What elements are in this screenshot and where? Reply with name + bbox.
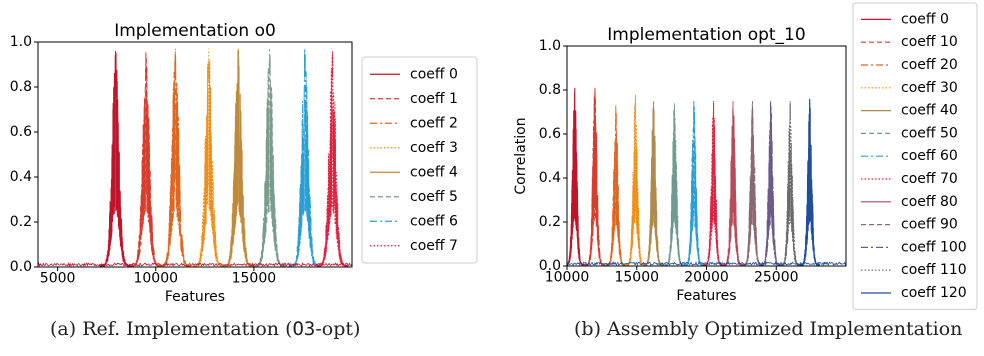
x-tick-label: 15000 [614,270,659,286]
y-tick-label: 0.2 [10,214,32,230]
caption-left-code: O3 [292,318,316,340]
plot-frame [37,41,353,268]
y-tick-label: 0.0 [10,259,32,275]
legend-label: coeff 80 [901,194,958,210]
series-line-coeff-3 [192,48,225,267]
series-line-coeff-2 [159,48,192,267]
x-tick-label: 5000 [40,271,76,287]
series-line-coeff-6 [288,48,322,267]
chart-implementation-opt10: 10000 15000 20000 25000 0.0 0.2 0.4 0.6 0.8 1.0 Im… [513,2,978,310]
legend-label: coeff 100 [901,239,967,255]
series-line-coeff-7 [316,51,349,267]
x-tick-label: 20000 [684,270,729,286]
plot-frame [566,45,847,267]
chart-title: Implementation opt_10 [607,25,805,45]
legend-box [852,2,978,310]
legend-label: coeff 0 [901,11,949,27]
x-axis-label: Features [676,288,736,304]
series-line-coeff-120 [799,98,820,266]
series-line-coeff-1 [129,50,163,267]
series-line-coeff-5 [253,48,286,267]
legend-label: coeff 30 [901,80,958,96]
y-tick-label: 0.6 [539,126,561,142]
chart-implementation-o0: 5000 10000 15000 0.0 0.2 0.4 0.6 0.8 1.0 Implemen… [10,21,478,305]
series-line-coeff-20 [605,105,627,266]
caption-left-suffix: -opt) [315,318,361,340]
legend-label: coeff 4 [410,164,458,180]
caption-right: (b) Assembly Optimized Implementation [574,318,962,340]
y-tick-label: 0.8 [539,82,561,98]
y-tick-label: 0.4 [10,169,32,185]
legend-label: coeff 10 [901,34,958,50]
series-line-coeff-30 [625,94,646,266]
y-tick-label: 0.2 [539,214,561,230]
caption-right-text: (b) Assembly Optimized Implementation [574,318,963,340]
legend-label: coeff 90 [901,217,958,233]
legend-label: coeff 70 [901,171,958,187]
series-line-coeff-4 [222,48,255,267]
legend-label: coeff 3 [410,140,458,156]
series-line-coeff-80 [722,101,744,266]
x-tick-label: 25000 [754,270,799,286]
series-line-coeff-100 [760,101,781,266]
y-tick-label: 0.6 [10,124,32,140]
series-line-coeff-110 [779,101,801,266]
caption-left: (a) Ref. Implementation (O3-opt) [50,318,360,340]
series-line-coeff-0 [99,50,132,267]
legend-box [361,56,478,264]
y-tick-label: 0.0 [539,258,561,274]
series-line-coeff-60 [683,100,705,266]
series-line-coeff-10 [584,87,606,266]
y-tick-label: 1.0 [539,38,561,54]
legend: coeff 0 coeff 1 coeff 2 coeff 3 coeff 4 coeff… [361,56,478,264]
y-tick-label: 0.8 [10,79,32,95]
legend-label: coeff 20 [901,57,958,73]
legend-label: coeff 120 [901,285,967,301]
legend-label: coeff 50 [901,125,958,141]
caption-left-prefix: (a) Ref. Implementation ( [50,318,293,340]
legend-label: coeff 1 [410,91,458,107]
x-axis-label: Features [165,289,225,305]
y-axis-label: Correlation [513,117,529,194]
series-line-coeff-0 [567,87,585,266]
series-line-coeff-40 [643,101,664,266]
baseline-noise [38,262,352,267]
legend-label: coeff 2 [410,115,458,131]
x-tick-label: 10000 [545,270,590,286]
legend-label: coeff 110 [901,262,967,278]
legend-label: coeff 5 [410,189,458,205]
y-tick-label: 0.4 [539,170,561,186]
legend-label: coeff 6 [410,213,458,229]
legend-label: coeff 40 [901,103,958,119]
y-tick-label: 1.0 [10,34,32,50]
x-tick-label: 10000 [133,271,178,287]
chart-title: Implementation o0 [114,21,276,41]
legend-label: coeff 0 [410,66,458,82]
legend: coeff 0 coeff 10 coeff 20 coeff 30 coeff 40 c… [852,2,978,310]
series-line-coeff-70 [703,101,724,266]
legend-label: coeff 7 [410,238,458,254]
x-tick-label: 15000 [232,271,277,287]
series-line-coeff-90 [742,100,763,266]
legend-label: coeff 60 [901,148,958,164]
series-line-coeff-50 [664,103,685,266]
baseline-noise [567,260,846,266]
